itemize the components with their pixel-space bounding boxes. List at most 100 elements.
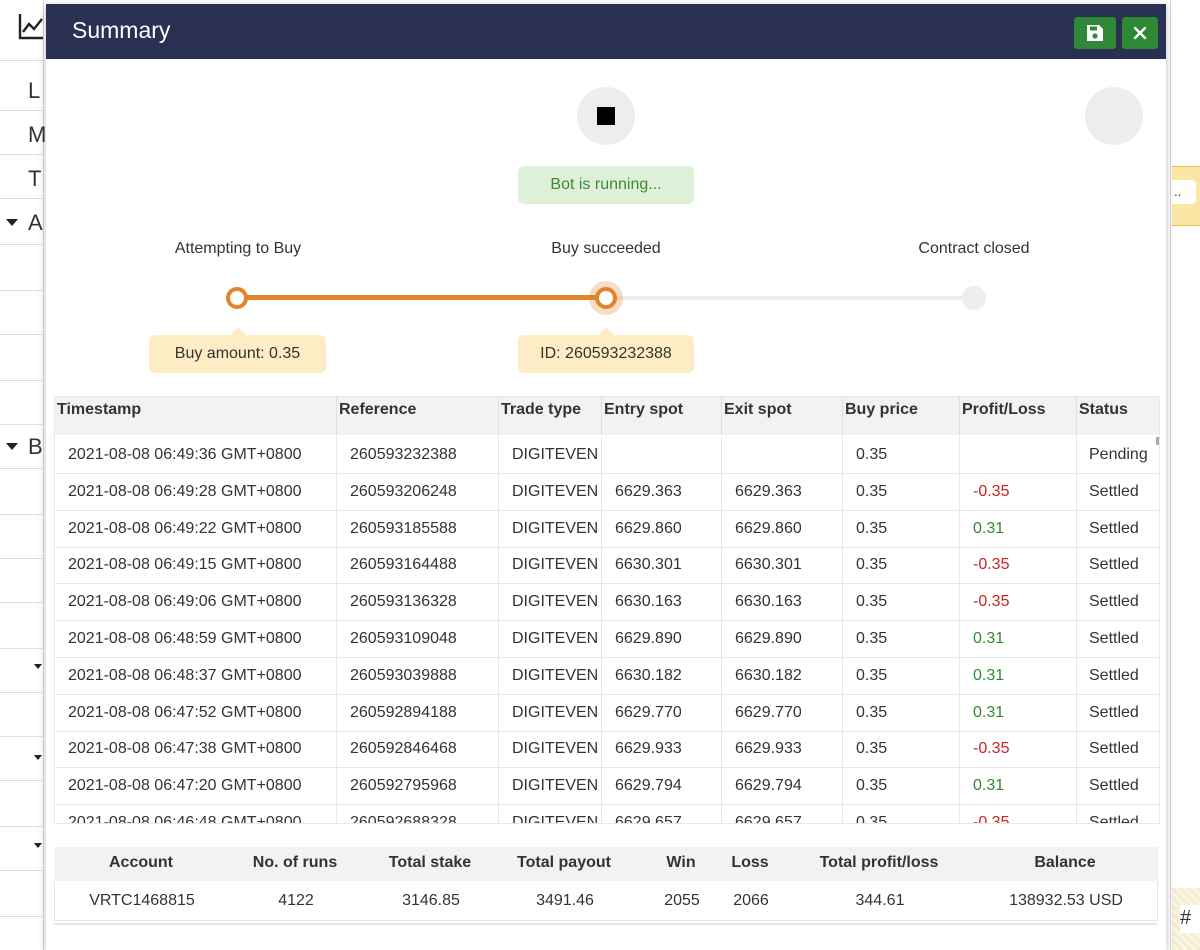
block-input[interactable]: .. <box>1172 180 1196 204</box>
column-header-entry-spot[interactable]: Entry spot <box>602 397 722 435</box>
stop-icon <box>597 107 615 125</box>
table-row[interactable]: 2021-08-08 06:49:22 GMT+0800 260593185588… <box>55 510 1159 548</box>
cell-buy-price: 0.35 <box>843 437 960 474</box>
table-row[interactable]: 2021-08-08 06:48:59 GMT+0800 260593109048… <box>55 621 1159 658</box>
cell-exit-spot: 6629.860 <box>722 510 843 548</box>
save-button[interactable] <box>1074 17 1116 49</box>
cell-trade-type: DIGITEVEN <box>499 547 602 585</box>
cell-exit-spot: 6629.933 <box>722 731 843 769</box>
cell-trade-type: DIGITEVEN <box>499 657 602 695</box>
cell-profit-loss: 0.31 <box>960 621 1077 658</box>
cell-status: Settled <box>1089 556 1139 574</box>
block-label[interactable]: T <box>28 166 42 191</box>
total-pl-value: 344.61 <box>855 892 905 909</box>
caret-down-icon[interactable] <box>34 755 42 760</box>
table-row[interactable]: 2021-08-08 06:49:28 GMT+0800 260593206248… <box>55 473 1159 511</box>
column-header-trade-type[interactable]: Trade type <box>499 397 602 435</box>
divider <box>0 244 44 245</box>
cell-status: Settled <box>1089 740 1139 758</box>
summary-header-total-stake: Total stake <box>388 854 472 871</box>
cell-reference: 260593185588 <box>337 510 499 548</box>
stop-bot-button[interactable] <box>577 87 635 145</box>
block-label[interactable]: M <box>28 122 47 147</box>
cell-timestamp: 2021-08-08 06:47:38 GMT+0800 <box>55 731 337 769</box>
table-row[interactable]: 2021-08-08 06:47:52 GMT+0800 260592894188… <box>55 694 1159 732</box>
table-row[interactable]: 2021-08-08 06:49:36 GMT+0800 260593232388… <box>55 437 1159 474</box>
cell-entry-spot: 6629.890 <box>602 621 722 658</box>
contract-id-tooltip: ID: 260593232388 <box>518 327 694 373</box>
cell-exit-spot: 6630.301 <box>722 547 843 585</box>
column-header-profit-loss[interactable]: Profit/Loss <box>960 397 1077 435</box>
dialog-titlebar[interactable]: Summary <box>46 4 1166 59</box>
divider <box>0 602 44 603</box>
cell-timestamp: 2021-08-08 06:48:59 GMT+0800 <box>55 621 337 658</box>
block-label[interactable]: B <box>28 434 43 459</box>
caret-down-icon[interactable] <box>6 443 18 450</box>
divider <box>0 334 44 335</box>
cell-buy-price: 0.35 <box>843 621 960 658</box>
table-row[interactable]: 2021-08-08 06:48:37 GMT+0800 260593039888… <box>55 657 1159 695</box>
cell-exit-spot: 6629.363 <box>722 473 843 511</box>
cell-entry-spot: 6629.860 <box>602 510 722 548</box>
scrollbar-thumb[interactable] <box>1156 437 1159 445</box>
table-row[interactable]: 2021-08-08 06:47:38 GMT+0800 260592846468… <box>55 731 1159 769</box>
cell-timestamp: 2021-08-08 06:46:48 GMT+0800 <box>55 805 337 823</box>
cell-reference: 260593206248 <box>337 473 499 511</box>
cell-buy-price: 0.35 <box>843 657 960 695</box>
column-header-timestamp[interactable]: Timestamp <box>55 397 337 435</box>
divider <box>0 826 44 827</box>
cell-exit-spot: 6630.182 <box>722 657 843 695</box>
step-label-contract-closed: Contract closed <box>918 240 1030 257</box>
cell-profit-loss: 0.31 <box>960 510 1077 548</box>
summary-header-balance: Balance <box>1034 854 1096 871</box>
cell-profit-loss <box>960 437 1077 474</box>
column-header-reference[interactable]: Reference <box>337 397 499 435</box>
cell-reference: 260592795968 <box>337 768 499 806</box>
table-header: Timestamp Reference Trade type Entry spo… <box>55 397 1159 435</box>
divider <box>0 692 44 693</box>
divider <box>0 290 44 291</box>
cell-exit-spot: 6629.890 <box>722 621 843 658</box>
close-button[interactable] <box>1122 17 1158 49</box>
table-row[interactable]: 2021-08-08 06:49:06 GMT+0800 260593136328… <box>55 584 1159 622</box>
divider <box>0 870 44 871</box>
cell-status: Settled <box>1089 666 1139 684</box>
table-row[interactable]: 2021-08-08 06:47:20 GMT+0800 260592795968… <box>55 768 1159 806</box>
chart-icon[interactable] <box>17 10 43 42</box>
summary-header-total-pl: Total profit/loss <box>819 854 939 871</box>
loss-count-value: 2066 <box>733 892 769 909</box>
cell-trade-type: DIGITEVEN <box>499 584 602 622</box>
table-row[interactable]: 2021-08-08 06:46:48 GMT+0800 260592688328… <box>55 805 1159 823</box>
column-header-status[interactable]: Status <box>1079 401 1128 418</box>
column-header-buy-price[interactable]: Buy price <box>843 397 960 435</box>
progress-fill <box>236 295 606 300</box>
cell-reference: 260592894188 <box>337 694 499 732</box>
divider <box>0 514 44 515</box>
table-row[interactable]: 2021-08-08 06:49:15 GMT+0800 260593164488… <box>55 547 1159 585</box>
reset-button[interactable] <box>1085 87 1143 145</box>
cell-timestamp: 2021-08-08 06:49:36 GMT+0800 <box>55 437 337 474</box>
cell-exit-spot <box>722 437 843 474</box>
caret-down-icon[interactable] <box>34 664 42 669</box>
cell-trade-type: DIGITEVEN <box>499 768 602 806</box>
cell-buy-price: 0.35 <box>843 584 960 622</box>
summary-header-win: Win <box>666 854 696 871</box>
cell-timestamp: 2021-08-08 06:49:28 GMT+0800 <box>55 473 337 511</box>
block-label[interactable]: A <box>28 210 43 235</box>
cell-trade-type: DIGITEVEN <box>499 805 602 823</box>
cell-status: Settled <box>1089 593 1139 611</box>
summary-row: VRTC1468815 4122 3146.85 3491.46 2055 20… <box>54 881 1158 921</box>
caret-down-icon[interactable] <box>6 219 18 226</box>
cell-status: Settled <box>1089 482 1139 500</box>
cell-profit-loss: -0.35 <box>960 805 1077 823</box>
summary-header-account: Account <box>109 854 173 871</box>
divider <box>0 424 44 425</box>
cell-profit-loss: -0.35 <box>960 473 1077 511</box>
column-header-exit-spot[interactable]: Exit spot <box>722 397 843 435</box>
block-label[interactable]: L <box>28 78 41 103</box>
caret-down-icon[interactable] <box>34 843 42 848</box>
cell-entry-spot <box>602 437 722 474</box>
transactions-table[interactable]: Timestamp Reference Trade type Entry spo… <box>54 396 1160 824</box>
cell-status: Settled <box>1089 703 1139 721</box>
step-node-contract-closed <box>962 286 986 310</box>
